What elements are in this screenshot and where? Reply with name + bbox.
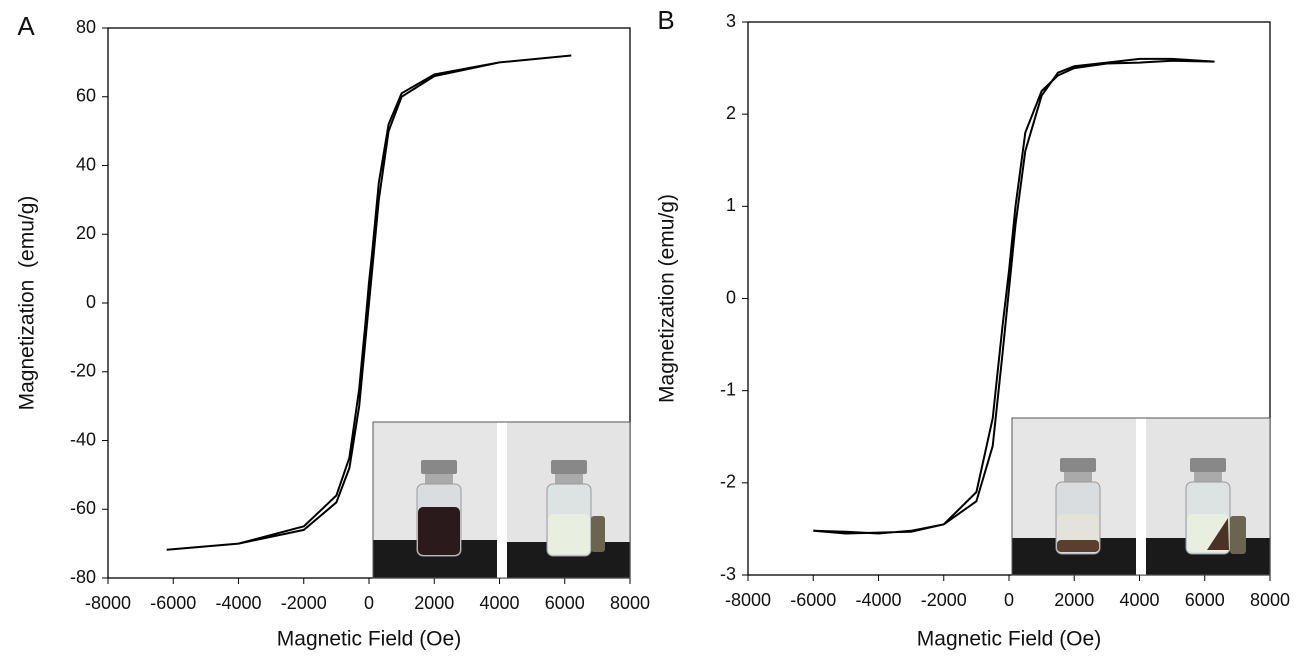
- y-tick-label: -40: [70, 429, 96, 449]
- y-tick-label: 2: [726, 103, 736, 123]
- x-tick-label: 6000: [1185, 590, 1225, 610]
- inset-photo: [372, 421, 631, 579]
- y-tick-label: -3: [720, 564, 736, 584]
- y-tick-label: -1: [720, 379, 736, 399]
- x-tick-label: -6000: [150, 593, 196, 613]
- x-tick-label: -8000: [725, 590, 771, 610]
- x-tick-label: 8000: [610, 593, 650, 613]
- panel: -8000 -6000 -4000 -2000 0 2000 4000 6000 8000 -3 -…: [656, 5, 1290, 651]
- y-tick-label: 20: [76, 223, 96, 243]
- x-tick-label: 0: [1004, 590, 1014, 610]
- x-tick-label: -4000: [855, 590, 901, 610]
- y-axis-label: Magnetization (emu/g): [16, 196, 39, 411]
- y-tick-label: -60: [70, 498, 96, 518]
- x-tick-label: 2000: [414, 593, 454, 613]
- x-axis-label: Magnetic Field (Oe): [917, 628, 1101, 651]
- panel: -8000 -6000 -4000 -2000 0 2000 4000 6000 8000 -80…: [16, 11, 650, 651]
- x-tick-label: 0: [364, 593, 374, 613]
- y-tick-label: 3: [726, 11, 736, 31]
- x-axis-label: Magnetic Field (Oe): [277, 628, 461, 651]
- x-tick-label: -4000: [215, 593, 261, 613]
- panel-label: A: [17, 11, 35, 41]
- y-tick-label: 40: [76, 154, 96, 174]
- inset-photo: [1011, 417, 1271, 576]
- y-tick-label: 80: [76, 17, 96, 37]
- x-tick-label: -8000: [85, 593, 131, 613]
- panel-label: B: [657, 5, 674, 35]
- data-line: [813, 57, 1215, 535]
- y-tick-label: -20: [70, 361, 96, 381]
- x-tick-label: 4000: [479, 593, 519, 613]
- x-tick-label: -2000: [921, 590, 967, 610]
- y-tick-label: 60: [76, 86, 96, 106]
- data-line: [166, 54, 572, 551]
- x-tick-label: 2000: [1054, 590, 1094, 610]
- x-tick-label: -6000: [790, 590, 836, 610]
- y-tick-label: 0: [726, 287, 736, 307]
- y-axis-label: Magnetization (emu/g): [656, 194, 679, 403]
- plots: -8000 -6000 -4000 -2000 0 2000 4000 6000 8000-80…: [16, 5, 1290, 651]
- x-tick-label: 6000: [545, 593, 585, 613]
- y-tick-label: 1: [726, 195, 736, 215]
- x-tick-label: -2000: [281, 593, 327, 613]
- y-tick-label: 0: [86, 292, 96, 312]
- y-tick-label: -80: [70, 567, 96, 587]
- y-tick-label: -2: [720, 472, 736, 492]
- x-tick-label: 8000: [1250, 590, 1290, 610]
- x-tick-label: 4000: [1119, 590, 1159, 610]
